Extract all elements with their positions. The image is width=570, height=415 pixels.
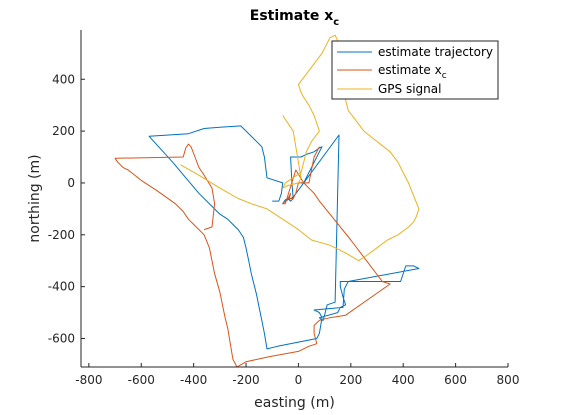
series-line-3 <box>180 34 420 262</box>
x-tick-label: -200 <box>232 373 259 387</box>
series-layer <box>114 34 420 367</box>
y-tick-label: -200 <box>48 228 75 242</box>
x-axis-label: easting (m) <box>254 395 335 411</box>
y-tick-label: -600 <box>48 331 75 345</box>
legend-label-1: estimate trajectory <box>378 45 493 59</box>
legend-label-3: GPS signal <box>378 82 441 96</box>
y-axis-label: northing (m) <box>27 154 43 242</box>
y-tick-label: -400 <box>48 280 75 294</box>
axes-layer: -800 -600 -400 -200 0 200 400 600 800 -600 -400 -20… <box>48 30 520 387</box>
x-tick-label: 200 <box>339 373 362 387</box>
x-tick-label: -400 <box>180 373 207 387</box>
x-tick-label: 600 <box>444 373 467 387</box>
x-tick-label: -600 <box>128 373 155 387</box>
legend-label-2: estimate xc <box>378 63 447 81</box>
series-line-2 <box>114 143 391 367</box>
x-tick-label: 400 <box>392 373 415 387</box>
x-tick-label: -800 <box>75 373 102 387</box>
x-tick-label: 0 <box>295 373 303 387</box>
chart-title-main: Estimate x <box>250 8 334 24</box>
y-tick-label: 200 <box>52 124 75 138</box>
y-tick-label: 400 <box>52 72 75 86</box>
chart-title: Estimate xc <box>250 8 340 28</box>
x-tick-label: 800 <box>497 373 520 387</box>
y-tick-label: 0 <box>67 176 75 190</box>
chart-title-subscript: c <box>333 17 339 28</box>
